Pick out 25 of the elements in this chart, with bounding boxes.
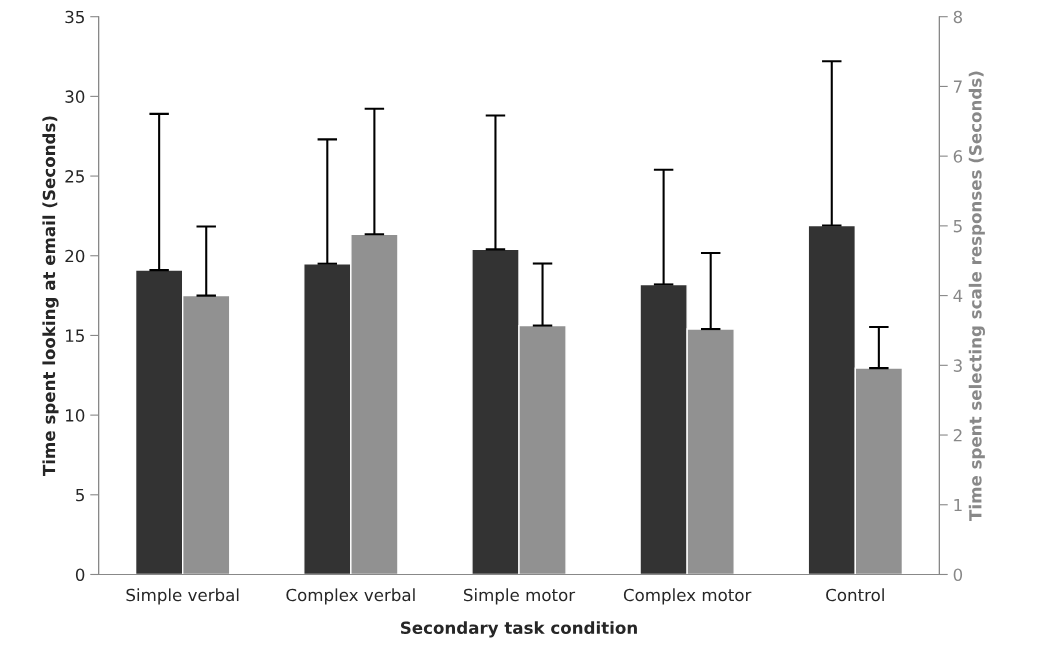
y2-tick-label: 3	[953, 359, 962, 372]
y-tick-label: 15	[66, 329, 84, 342]
y-tick-label: 30	[65, 90, 85, 103]
y2-axis-title: Time spent selecting scale responses (Seconds)	[968, 71, 985, 521]
y-tick-label: 0	[75, 568, 85, 582]
x-tick-label: Complex motor	[623, 588, 752, 605]
y-tick-label: 35	[65, 10, 84, 24]
x-axis-title: Secondary task condition	[400, 621, 637, 638]
y2-tick-label: 1	[954, 498, 962, 512]
y-axis-title: Time spent looking at email (Seconds)	[42, 116, 59, 477]
y2-tick-label: 8	[953, 10, 963, 24]
x-tick-label: Complex verbal	[286, 588, 415, 605]
y-tick-label: 25	[65, 170, 84, 183]
y2-tick-label: 6	[953, 150, 963, 163]
y2-tick-label: 5	[953, 220, 962, 233]
y2-tick-label: 2	[953, 429, 962, 442]
x-tick-label: Control	[826, 588, 884, 602]
y-tick-label: 5	[76, 488, 84, 502]
y2-tick-label: 7	[953, 80, 962, 93]
x-tick-label: Simple motor	[463, 588, 576, 605]
y2-tick-label: 0	[953, 568, 963, 582]
y-tick-label: 20	[65, 249, 85, 263]
y-tick-label: 10	[66, 409, 85, 422]
x-tick-label: Simple verbal	[126, 588, 239, 605]
y2-tick-label: 4	[953, 289, 963, 302]
